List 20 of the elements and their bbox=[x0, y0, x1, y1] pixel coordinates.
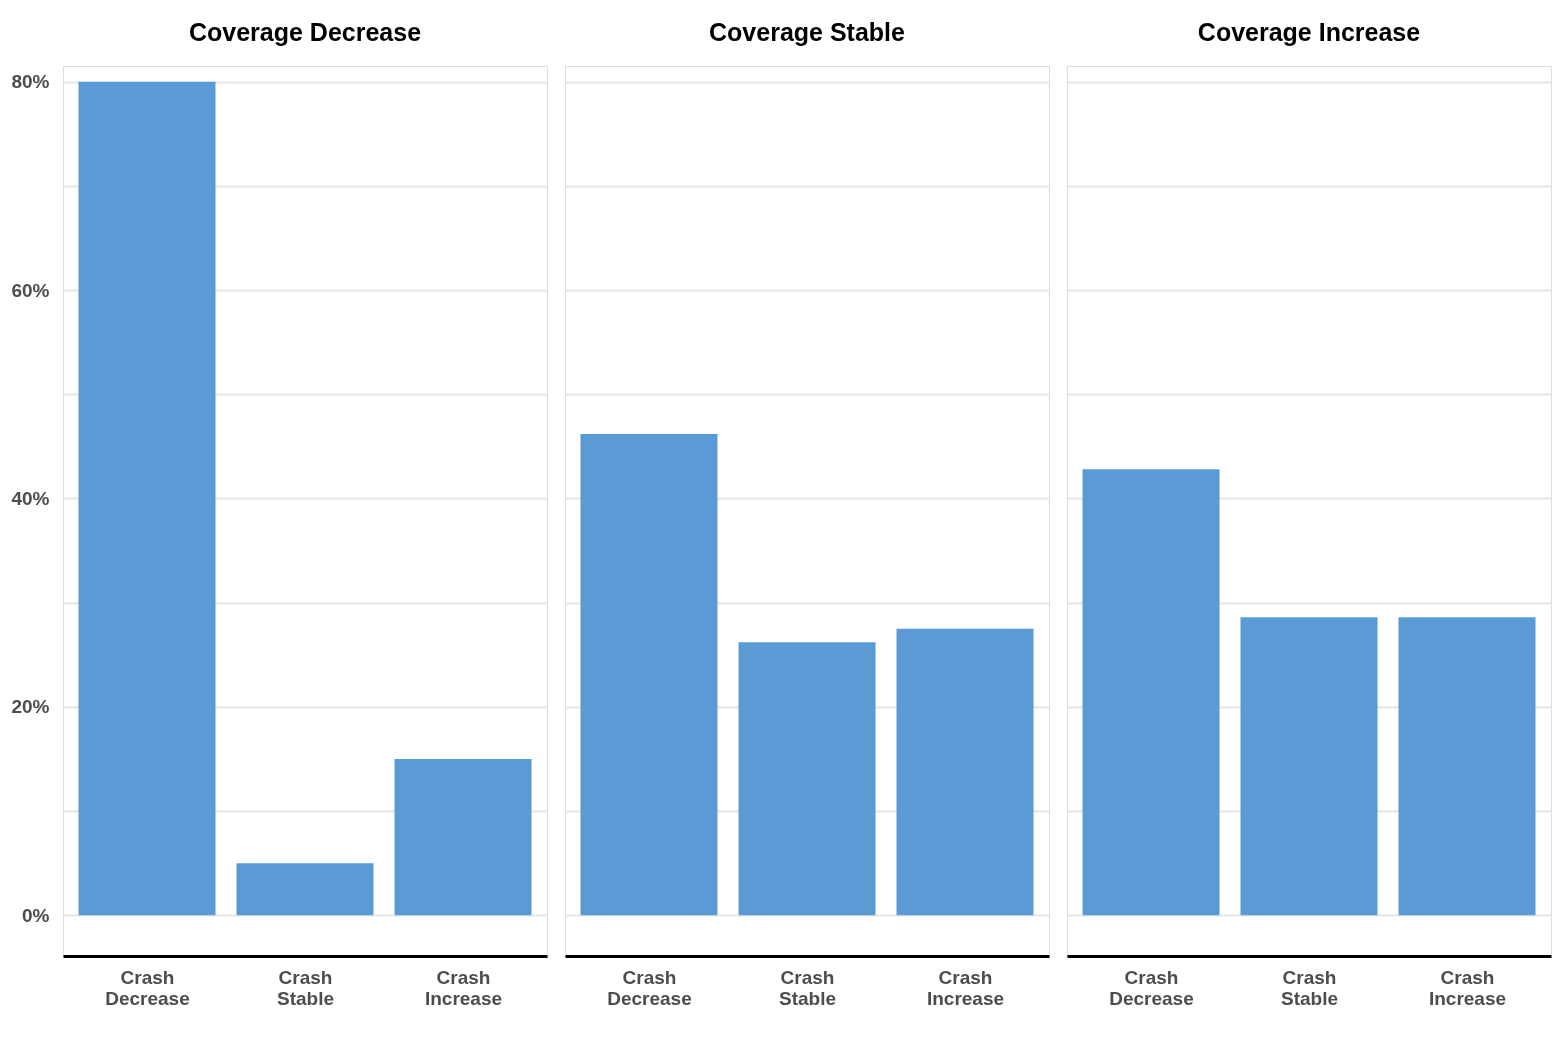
x-tick-label: Crash Stable bbox=[276, 966, 335, 1009]
chart-title: Coverage Decrease bbox=[188, 18, 422, 46]
y-tick-label: 40% bbox=[11, 487, 50, 509]
bar bbox=[394, 759, 532, 916]
chart-title: Coverage Stable bbox=[709, 18, 906, 46]
x-tick-label: Crash Stable bbox=[1280, 966, 1339, 1009]
y-tick-label: 60% bbox=[11, 279, 50, 301]
x-tick-label: Crash Increase bbox=[424, 966, 503, 1009]
y-tick-label: 80% bbox=[11, 71, 50, 93]
x-tick-label: Crash Increase bbox=[1428, 966, 1507, 1009]
y-tick-label: 20% bbox=[11, 696, 50, 718]
chart-title: Coverage Increase bbox=[1197, 18, 1421, 46]
x-tick-label: Crash Increase bbox=[926, 966, 1005, 1009]
bar bbox=[78, 81, 216, 916]
y-tick-label: 0% bbox=[22, 904, 50, 926]
x-tick-label: Crash Decrease bbox=[105, 966, 190, 1009]
x-tick-label: Crash Stable bbox=[778, 966, 837, 1009]
bar bbox=[236, 863, 374, 916]
x-tick-label: Crash Decrease bbox=[607, 966, 692, 1009]
x-tick-label: Crash Decrease bbox=[1109, 966, 1194, 1009]
